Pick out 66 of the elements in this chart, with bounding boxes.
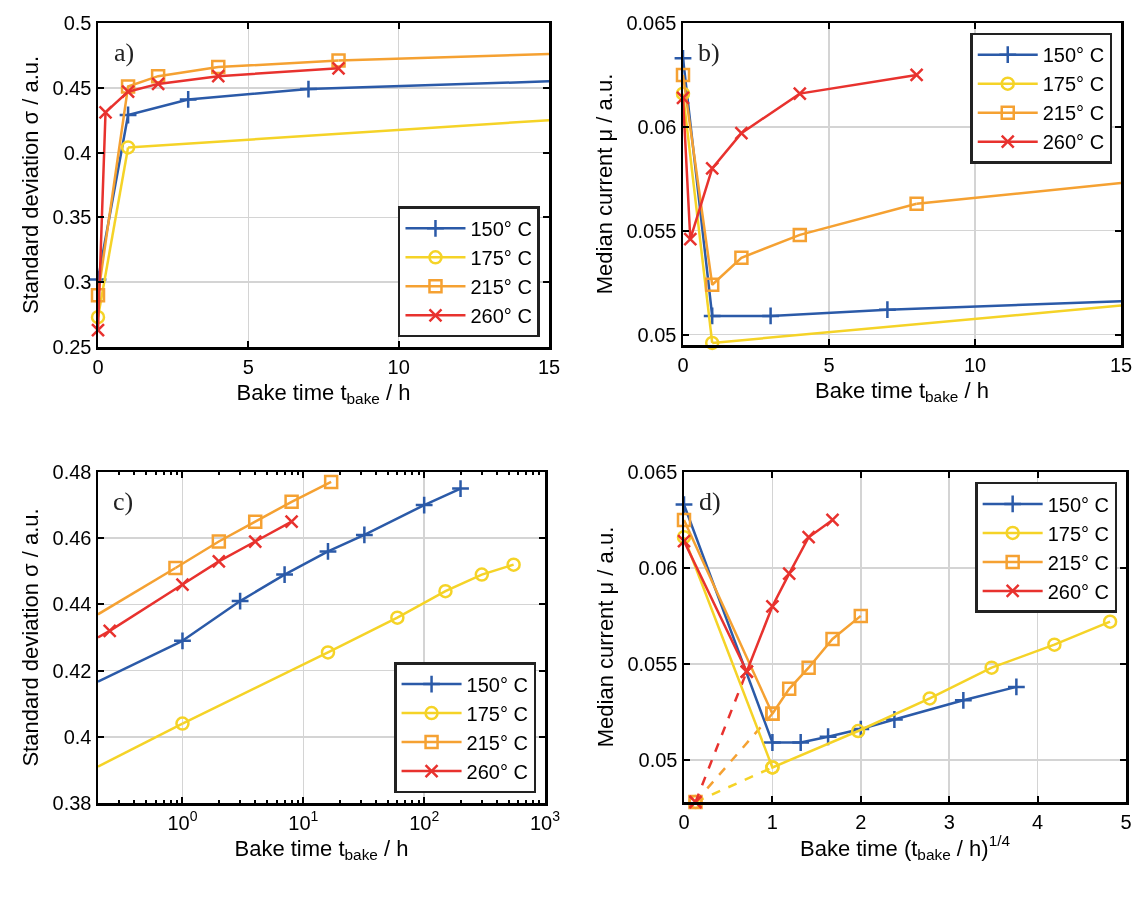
y-tick-label: 0.06 [637,115,677,138]
x-tick-label: 10$^{3}$ [529,808,561,834]
y-tick-label: 0.44 [52,593,92,616]
y-tick-label: 0.055 [627,652,678,675]
y-tick-label: 0.4 [63,725,92,748]
legend-label: 150° C [470,218,532,241]
x-axis-title: Bake time (t$_{bake}$ / h)$^{1/4}$ [799,832,1011,864]
y-tick-label: 0.065 [627,461,678,483]
y-tick-label: 0.48 [52,461,92,483]
x-tick-label: 15 [537,355,561,378]
x-tick-label: 5 [242,355,254,378]
y-tick-label: 0.4 [63,141,92,164]
legend-label: 260° C [470,305,532,328]
y-tick-label: 0.45 [52,76,92,99]
legend-label: 175° C [1047,522,1110,545]
x-axis-title: Bake time t$_{bake}$ / h [234,835,409,864]
y-tick-label: 0.42 [52,659,92,682]
y-tick-label: 0.3 [63,271,92,294]
y-tick-label: 0.5 [63,12,92,34]
y-tick-label: 0.25 [52,336,92,358]
legend-label: 215° C [470,276,532,299]
x-tick-label: 10$^{2}$ [409,808,440,834]
y-axis-title: Median current μ / a.u. [591,73,617,295]
x-tick-label: 4 [1032,810,1044,833]
legend-label: 150° C [1047,493,1110,516]
x-tick-label: 5 [823,353,835,376]
y-tick-label: 0.055 [626,219,677,242]
legend-label: 150° C [1042,44,1105,67]
legend-label: 175° C [1042,73,1105,96]
x-tick-label: 10$^{0}$ [167,808,198,834]
legend-label: 260° C [466,760,528,783]
y-axis-title: Standard deviation σ / a.u. [18,508,44,767]
legend-label: 175° C [466,702,528,725]
y-axis-title: Standard deviation σ / a.u. [18,55,44,315]
x-tick-label: 1 [766,810,778,833]
y-tick-label: 0.35 [52,206,92,229]
y-tick-label: 0.06 [638,556,678,579]
x-tick-label: 10 [963,353,987,376]
y-tick-label: 0.065 [626,12,677,34]
x-tick-label: 0 [678,810,690,833]
x-tick-label: 10 [387,355,410,378]
legend-label: 215° C [1047,551,1110,574]
y-tick-label: 0.05 [637,323,677,346]
y-tick-label: 0.05 [638,748,678,771]
x-axis-title: Bake time t$_{bake}$ / h [815,377,989,406]
annotation: c) [113,487,134,516]
y-tick-label: 0.38 [52,792,92,814]
legend-label: 260° C [1047,580,1110,603]
x-tick-label: 0 [677,353,689,376]
x-tick-label: 15 [1109,353,1133,376]
x-axis-title: Bake time t$_{bake}$ / h [236,379,411,408]
y-tick-label: 0.46 [52,527,92,550]
y-axis-title: Median current μ / a.u. [592,526,618,748]
legend-label: 175° C [470,247,532,270]
x-tick-label: 5 [1120,810,1132,833]
legend-label: 260° C [1042,131,1105,154]
x-tick-label: 0 [92,355,104,378]
legend-label: 150° C [466,673,528,696]
x-tick-label: 10$^{1}$ [288,808,319,834]
legend-label: 215° C [1042,102,1105,125]
annotation: d) [699,487,721,516]
annotation: b) [698,38,720,67]
x-tick-label: 2 [855,810,867,833]
annotation: a) [114,38,135,67]
x-tick-label: 3 [943,810,955,833]
legend-label: 215° C [466,731,528,754]
